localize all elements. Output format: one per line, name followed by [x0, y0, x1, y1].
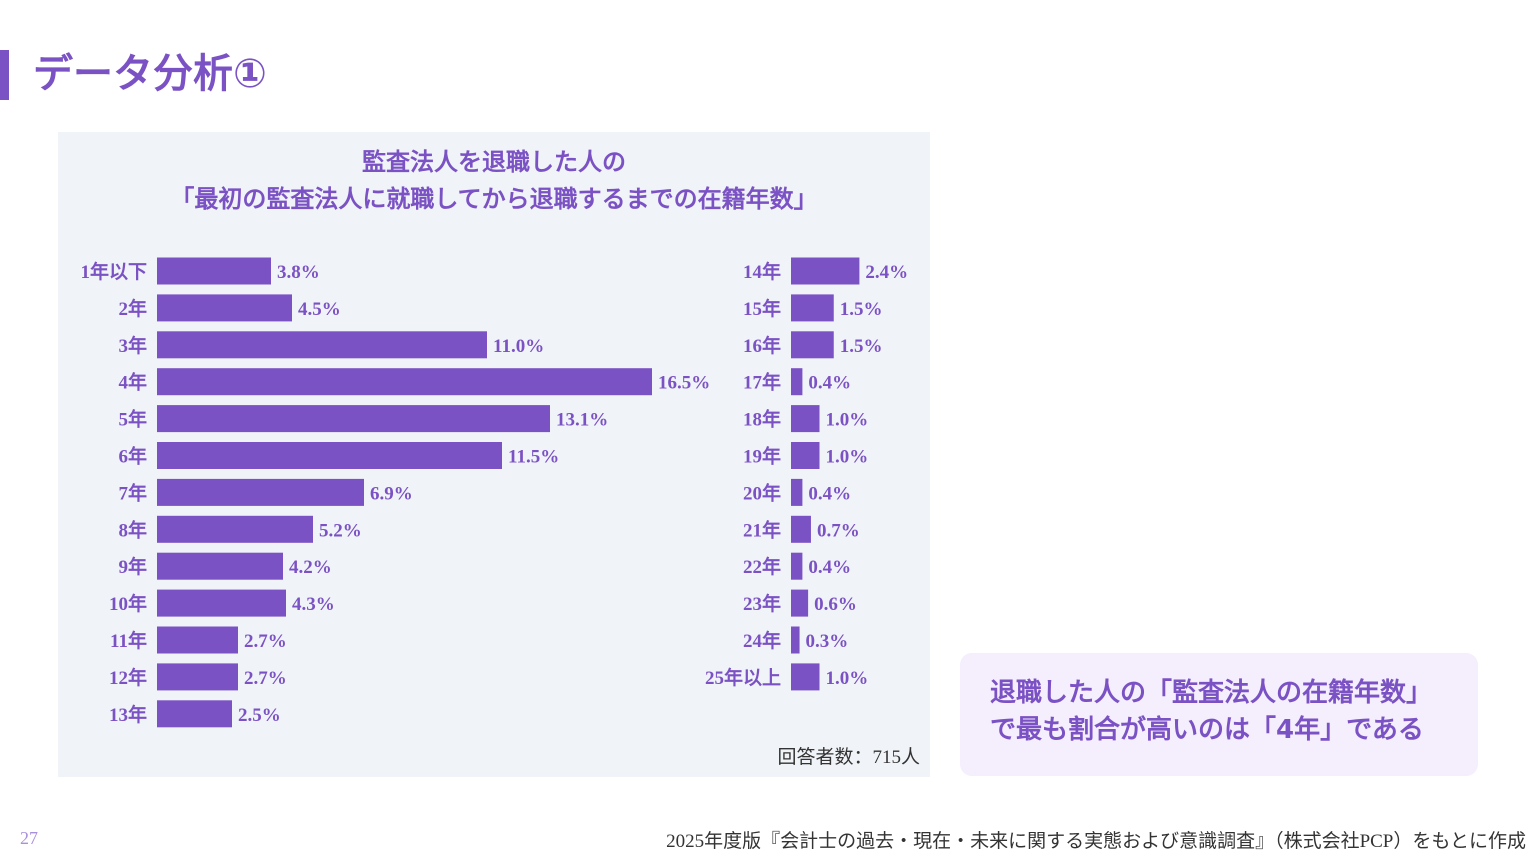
bar-17年: [791, 368, 803, 396]
category-label: 22年: [743, 555, 781, 578]
bar-19年: [791, 442, 820, 469]
value-label: 0.4%: [808, 557, 851, 578]
value-label: 16.5%: [658, 373, 710, 394]
category-label: 17年: [743, 371, 781, 394]
bar-16年: [791, 331, 834, 359]
value-label: 11.0%: [493, 336, 544, 357]
value-label: 2.4%: [865, 262, 908, 283]
bar-5年: [157, 405, 550, 433]
category-label: 9年: [118, 555, 147, 578]
bar-23年: [791, 589, 809, 617]
category-label: 5年: [118, 408, 147, 431]
value-label: 0.7%: [817, 520, 860, 541]
category-label: 6年: [118, 445, 147, 468]
value-label: 13.1%: [556, 410, 608, 431]
bar-3年: [157, 331, 487, 359]
category-label: 4年: [118, 371, 147, 394]
value-label: 0.4%: [808, 483, 851, 504]
category-label: 11年: [110, 629, 147, 652]
category-label: 2年: [118, 297, 147, 320]
bar-9年: [157, 552, 283, 580]
chart-title-line-1: 監査法人を退職した人の: [362, 148, 626, 176]
category-label: 20年: [743, 481, 781, 504]
callout-box: 退職した人の「監査法人の在籍年数」 で最も割合が高いのは「4年」である: [960, 653, 1478, 776]
category-label: 8年: [118, 518, 147, 541]
value-label: 5.2%: [319, 520, 362, 541]
value-label: 2.7%: [244, 668, 287, 689]
value-label: 2.5%: [238, 705, 281, 726]
value-label: 0.6%: [814, 594, 857, 615]
bar-21年: [791, 515, 811, 543]
bar-7年: [157, 478, 364, 506]
value-label: 6.9%: [370, 483, 413, 504]
bar-2年: [157, 294, 292, 322]
value-label: 0.3%: [806, 631, 849, 652]
source-note: 2025年度版『会計士の過去・現在・未来に関する実態および意識調査』（株式会社P…: [666, 831, 1526, 852]
value-label: 1.5%: [840, 299, 883, 320]
respondent-count: 回答者数：715人: [777, 747, 920, 768]
category-label: 12年: [109, 666, 147, 689]
bar-13年: [157, 700, 232, 728]
bar-12年: [157, 663, 238, 691]
bar-15年: [791, 294, 834, 322]
category-label: 16年: [743, 334, 781, 357]
value-label: 1.0%: [826, 447, 869, 468]
category-label: 1年以下: [80, 260, 147, 283]
category-label: 21年: [743, 518, 781, 541]
category-label: 7年: [118, 481, 147, 504]
bar-20年: [791, 478, 803, 506]
value-label: 1.0%: [826, 668, 869, 689]
category-label: 25年以上: [705, 666, 781, 689]
bar-24年: [791, 626, 800, 654]
value-label: 3.8%: [277, 262, 320, 283]
value-label: 1.5%: [840, 336, 883, 357]
bar-chart: 1年以下 3.8% 2年 4.5% 3年 11.0% 4年 16.5% 5年 13.1% 6年 11.…: [80, 257, 908, 728]
chart-title-line-2: 「最初の監査法人に就職してから退職するまでの在籍年数」: [170, 185, 818, 213]
bar-18年: [791, 405, 820, 433]
category-label: 19年: [743, 445, 781, 468]
callout-line-1: 退職した人の「監査法人の在籍年数」: [990, 678, 1433, 708]
category-label: 15年: [743, 297, 781, 320]
value-label: 2.7%: [244, 631, 287, 652]
title-accent-bar: [0, 50, 9, 100]
category-label: 10年: [109, 592, 147, 615]
category-label: 14年: [743, 260, 781, 283]
page-title: データ分析①: [33, 51, 267, 97]
bar-25年以上: [791, 663, 820, 691]
bar-22年: [791, 552, 803, 580]
callout-line-2: で最も割合が高いのは「4年」である: [990, 715, 1424, 745]
value-label: 1.0%: [826, 410, 869, 431]
category-label: 23年: [743, 592, 781, 615]
bar-10年: [157, 589, 286, 617]
bar-4年: [157, 368, 652, 396]
value-label: 4.2%: [289, 557, 332, 578]
category-label: 18年: [743, 408, 781, 431]
value-label: 4.5%: [298, 299, 341, 320]
value-label: 0.4%: [808, 373, 851, 394]
bar-1年以下: [157, 257, 271, 285]
category-label: 3年: [118, 334, 147, 357]
value-label: 4.3%: [292, 594, 335, 615]
category-label: 24年: [743, 629, 781, 652]
page-number: 27: [20, 828, 38, 848]
bar-8年: [157, 515, 313, 543]
chart-panel: 監査法人を退職した人の 「最初の監査法人に就職してから退職するまでの在籍年数」 …: [58, 132, 930, 777]
bar-14年: [791, 257, 860, 285]
bar-6年: [157, 442, 502, 469]
category-label: 13年: [109, 703, 147, 726]
bar-11年: [157, 626, 238, 654]
value-label: 11.5%: [508, 447, 559, 468]
